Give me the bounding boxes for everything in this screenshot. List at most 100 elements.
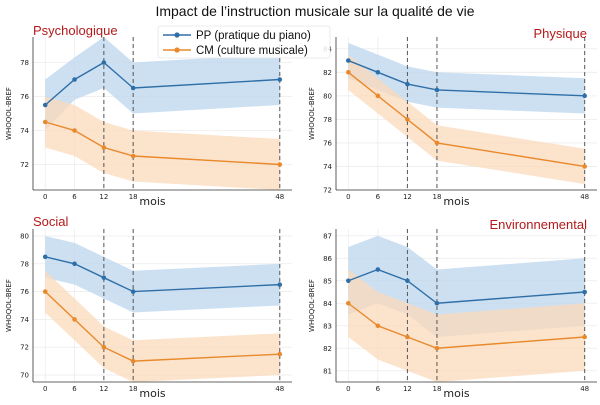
x-tick-label: 6 <box>376 193 381 201</box>
y-tick-label: 76 <box>20 288 29 296</box>
y-tick-label: 76 <box>20 93 29 101</box>
pp-data-point <box>130 289 136 294</box>
pp-data-point <box>101 60 107 65</box>
y-axis-label: WHOQOL-BREF <box>308 87 316 140</box>
cm-data-point <box>346 300 351 306</box>
y-tick-label: 82 <box>323 69 332 77</box>
x-tick-label: 0 <box>43 385 47 393</box>
x-tick-label: 6 <box>72 385 77 393</box>
pp-data-point <box>72 77 77 82</box>
x-tick-label: 18 <box>432 193 441 201</box>
pp-data-point <box>582 93 587 99</box>
y-tick-label: 72 <box>20 344 29 352</box>
y-tick-label: 78 <box>20 59 29 67</box>
pp-data-point <box>346 58 351 63</box>
cm-confidence-band <box>348 54 585 185</box>
x-tick-label: 12 <box>99 193 108 201</box>
x-axis-label: mois <box>139 195 166 208</box>
x-tick-label: 0 <box>346 385 350 393</box>
x-tick-label: 6 <box>72 193 77 201</box>
y-tick-label: 84 <box>323 300 332 308</box>
pp-data-point <box>346 278 351 284</box>
figure-title: Impact de l’instruction musicale sur la … <box>155 3 474 19</box>
panel-psychologique: 72 74 76 78 0 6 12 18 48 WHOQOL-BREF mois Psycholog… <box>5 23 292 208</box>
panel-title: Social <box>33 214 69 229</box>
pp-data-point <box>405 278 410 284</box>
cm-data-point <box>130 358 136 364</box>
cm-data-point <box>582 334 587 340</box>
legend-box <box>157 25 331 59</box>
y-tick-label: 72 <box>20 161 29 169</box>
panel-title: Environnemental <box>489 217 587 232</box>
x-tick-label: 18 <box>129 385 138 393</box>
y-tick-label: 82 <box>323 345 332 353</box>
panel-title: Physique <box>534 26 587 41</box>
pp-data-point <box>130 85 136 91</box>
pp-data-point <box>582 289 587 295</box>
x-tick-label: 12 <box>403 193 412 201</box>
y-tick-label: 78 <box>323 116 332 124</box>
y-axis-label: WHOQOL-BREF <box>5 87 13 140</box>
cm-confidence-band <box>348 269 585 382</box>
y-tick-label: 76 <box>323 139 332 147</box>
pp-data-point <box>101 275 107 280</box>
pp-data-point <box>42 102 48 108</box>
cm-data-point <box>434 345 440 351</box>
cm-data-point <box>375 323 381 329</box>
y-tick-label: 85 <box>323 277 332 285</box>
pp-legend-marker <box>174 32 180 38</box>
cm-data-point <box>101 344 107 350</box>
x-tick-label: 6 <box>376 385 381 393</box>
x-tick-label: 0 <box>346 193 350 201</box>
panel-title: Psychologique <box>33 23 118 38</box>
x-tick-label: 48 <box>580 385 589 393</box>
pp-data-point <box>375 70 381 75</box>
x-axis-label: mois <box>443 387 470 400</box>
x-tick-label: 0 <box>43 193 47 201</box>
cm-data-point <box>42 289 48 294</box>
cm-data-point <box>434 140 440 146</box>
panel-social: 70 72 74 76 78 80 0 6 12 18 48 WHOQOL-BREF mois Socia… <box>5 214 292 400</box>
cm-legend-label: CM (culture musicale) <box>196 45 308 57</box>
pp-data-point <box>375 267 381 272</box>
y-tick-label: 81 <box>323 367 332 375</box>
pp-data-point <box>434 87 440 93</box>
y-tick-label: 83 <box>323 322 332 330</box>
cm-data-point <box>375 93 381 99</box>
pp-data-point <box>434 300 440 306</box>
x-tick-label: 18 <box>129 193 138 201</box>
y-tick-label: 80 <box>323 92 332 100</box>
cm-data-point <box>101 145 107 150</box>
cm-data-point <box>72 128 77 133</box>
panel-environnemental: 81 82 83 84 85 86 87 0 6 12 18 48 WHOQOL-BREF mois Env… <box>308 217 597 400</box>
x-tick-label: 12 <box>403 385 412 393</box>
y-tick-label: 78 <box>20 260 29 268</box>
cm-data-point <box>346 70 351 75</box>
pp-data-point <box>72 261 77 267</box>
cm-data-point <box>277 162 283 167</box>
pp-legend-label: PP (pratique du piano) <box>196 30 311 42</box>
pp-confidence-band <box>45 235 280 313</box>
x-tick-label: 48 <box>275 193 284 201</box>
y-tick-label: 72 <box>323 187 332 195</box>
cm-data-point <box>582 164 587 169</box>
x-tick-label: 18 <box>432 385 441 393</box>
cm-data-point <box>72 317 77 322</box>
y-tick-label: 74 <box>20 316 29 324</box>
x-tick-label: 48 <box>275 385 284 393</box>
pp-data-point <box>42 254 48 260</box>
x-tick-label: 48 <box>580 193 589 201</box>
y-tick-label: 74 <box>20 127 29 135</box>
cm-data-point <box>405 334 410 340</box>
y-tick-label: 86 <box>323 255 332 263</box>
panel-physique: 7274767880828406121848WHOQOL-BREFmoisPhy… <box>308 26 597 208</box>
y-tick-label: 70 <box>20 372 29 380</box>
y-tick-label: 74 <box>323 163 332 171</box>
x-axis-label: mois <box>139 387 166 400</box>
panels: 72 74 76 78 0 6 12 18 48 WHOQOL-BREF mois Psycholog… <box>5 23 597 400</box>
cm-legend-marker <box>174 47 180 53</box>
cm-data-point <box>277 351 283 357</box>
cm-data-point <box>405 117 410 122</box>
cm-data-point <box>42 119 48 125</box>
